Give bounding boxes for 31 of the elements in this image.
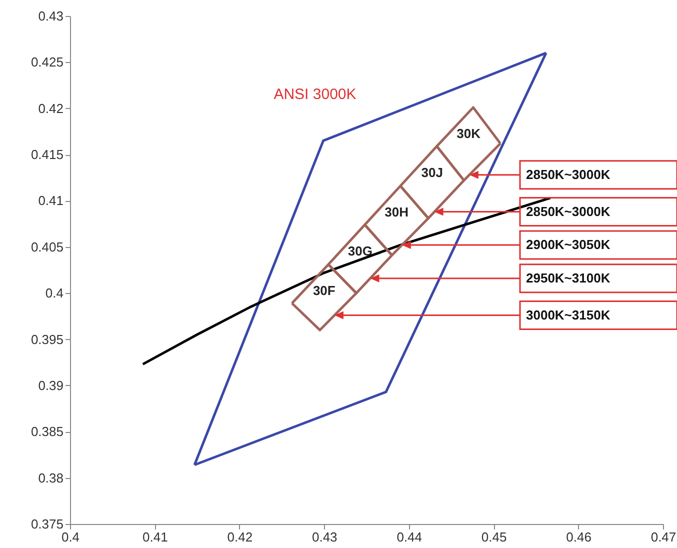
x-tick-label: 0.4 [61,530,80,544]
annotation: 3000K~3150K [526,307,611,322]
x-tick-label: 0.43 [312,530,338,544]
y-tick-label: 0.38 [38,470,64,486]
annotation: 2950K~3100K [526,270,611,286]
y-tick-label: 0.39 [38,378,64,393]
y-tick-label: 0.425 [30,54,64,70]
annotation: 2900K~3050K [526,237,611,252]
series-label: 30J [421,165,444,180]
series-label: 30H [384,204,409,220]
y-tick-label: 0.41 [38,193,64,208]
x-tick-label: 0.46 [566,530,592,544]
y-tick-label: 0.415 [30,147,64,162]
y-tick-label: 0.42 [38,100,64,116]
y-tick-label: 0.385 [30,424,64,440]
x-tick-label: 0.44 [396,530,422,544]
x-tick-label: 0.47 [650,530,676,544]
x-tick-label: 0.45 [481,530,507,544]
series-label: 30G [348,244,372,259]
x-tick-label: 0.41 [142,530,168,544]
annotation: 2850K~3000K [526,204,611,219]
y-tick-label: 0.43 [38,8,64,24]
annotation: ANSI 3000K [274,86,356,103]
y-tick-label: 0.375 [30,516,64,532]
y-tick-label: 0.405 [30,239,64,254]
series-label: 30K [456,126,482,141]
y-tick-label: 0.4 [45,286,64,301]
x-tick-label: 0.42 [227,530,253,544]
y-tick-label: 0.395 [30,332,64,347]
annotation: 2850K~3000K [526,166,611,182]
series-label: 30F [312,282,336,298]
